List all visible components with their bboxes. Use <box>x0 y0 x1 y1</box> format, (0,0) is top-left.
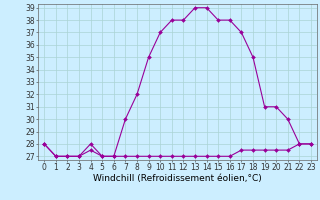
X-axis label: Windchill (Refroidissement éolien,°C): Windchill (Refroidissement éolien,°C) <box>93 174 262 183</box>
